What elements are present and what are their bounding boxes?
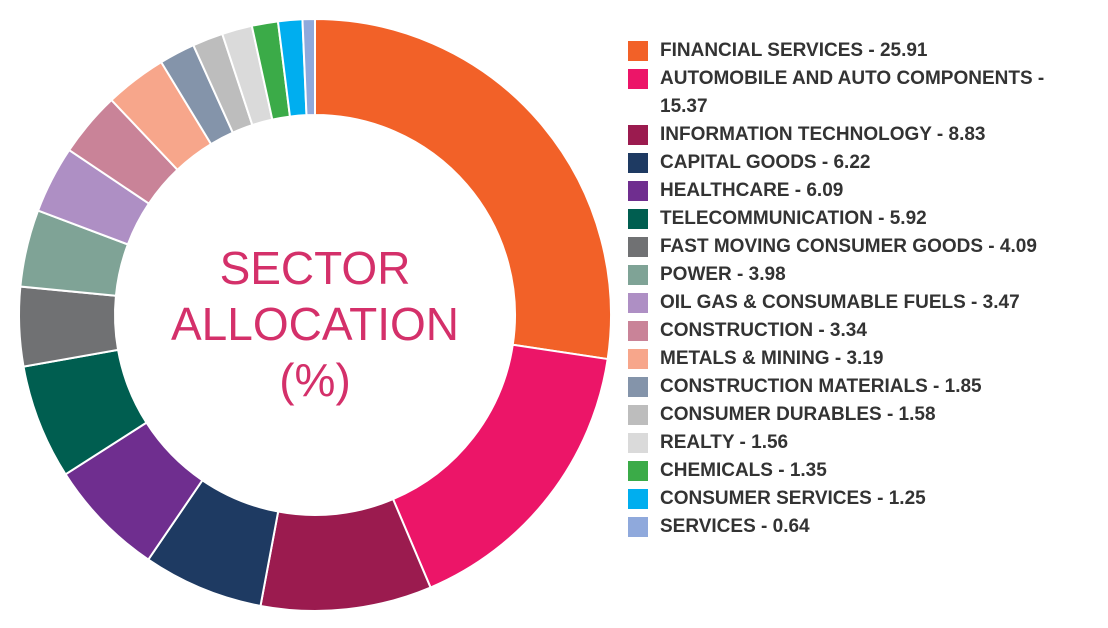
legend-swatch (628, 461, 648, 481)
legend-item: TELECOMMUNICATION - 5.92 (628, 205, 1098, 233)
legend-label: CHEMICALS - 1.35 (660, 460, 827, 481)
legend-item: FINANCIAL SERVICES - 25.91 (628, 37, 1098, 65)
legend-item: METALS & MINING - 3.19 (628, 345, 1098, 373)
legend-swatch (628, 265, 648, 285)
legend-label: POWER - 3.98 (660, 264, 786, 285)
legend-item: INFORMATION TECHNOLOGY - 8.83 (628, 121, 1098, 149)
legend-label: METALS & MINING - 3.19 (660, 348, 884, 369)
legend-swatch (628, 125, 648, 145)
legend-swatch (628, 209, 648, 229)
legend-label: CAPITAL GOODS - 6.22 (660, 152, 871, 173)
legend-swatch (628, 153, 648, 173)
legend-label: AUTOMOBILE AND AUTO COMPONENTS - 15.37 (660, 68, 1045, 117)
legend-item: CHEMICALS - 1.35 (628, 457, 1098, 485)
legend-swatch (628, 293, 648, 313)
legend-item: CONSUMER SERVICES - 1.25 (628, 485, 1098, 513)
legend-swatch (628, 181, 648, 201)
legend: FINANCIAL SERVICES - 25.91 AUTOMOBILE AND… (628, 37, 1098, 541)
legend-label: SERVICES - 0.64 (660, 516, 810, 537)
legend-item: OIL GAS & CONSUMABLE FUELS - 3.47 (628, 289, 1098, 317)
chart-title: SECTOR ALLOCATION (%) (171, 242, 459, 406)
legend-item: AUTOMOBILE AND AUTO COMPONENTS - 15.37 (628, 65, 1098, 121)
legend-label: CONSTRUCTION - 3.34 (660, 320, 867, 341)
legend-swatch (628, 433, 648, 453)
donut-slice (314, 17, 612, 361)
legend-label: OIL GAS & CONSUMABLE FUELS - 3.47 (660, 292, 1020, 313)
legend-item: CAPITAL GOODS - 6.22 (628, 149, 1098, 177)
legend-label: CONSTRUCTION MATERIALS - 1.85 (660, 376, 982, 397)
chart (18, 17, 612, 612)
legend-label: TELECOMMUNICATION - 5.92 (660, 208, 927, 229)
legend-item: HEALTHCARE - 6.09 (628, 177, 1098, 205)
legend-swatch (628, 349, 648, 369)
legend-label: INFORMATION TECHNOLOGY - 8.83 (660, 124, 986, 145)
legend-swatch (628, 41, 648, 61)
legend-label: CONSUMER DURABLES - 1.58 (660, 404, 936, 425)
legend-swatch (628, 377, 648, 397)
legend-swatch (628, 489, 648, 509)
legend-swatch (628, 517, 648, 537)
legend-swatch (628, 69, 648, 89)
legend-swatch (628, 237, 648, 257)
legend-item: FAST MOVING CONSUMER GOODS - 4.09 (628, 233, 1098, 261)
legend-item: CONSUMER DURABLES - 1.58 (628, 401, 1098, 429)
legend-item: SERVICES - 0.64 (628, 513, 1098, 541)
legend-label: CONSUMER SERVICES - 1.25 (660, 488, 926, 509)
legend-swatch (628, 321, 648, 341)
legend-label: HEALTHCARE - 6.09 (660, 180, 844, 201)
legend-item: POWER - 3.98 (628, 261, 1098, 289)
legend-item: CONSTRUCTION MATERIALS - 1.85 (628, 373, 1098, 401)
legend-label: REALTY - 1.56 (660, 432, 789, 453)
legend-label: FINANCIAL SERVICES - 25.91 (660, 40, 928, 61)
legend-item: REALTY - 1.56 (628, 429, 1098, 457)
legend-item: CONSTRUCTION - 3.34 (628, 317, 1098, 345)
donut-slice (301, 17, 316, 117)
legend-swatch (628, 405, 648, 425)
legend-label: FAST MOVING CONSUMER GOODS - 4.09 (660, 236, 1037, 257)
